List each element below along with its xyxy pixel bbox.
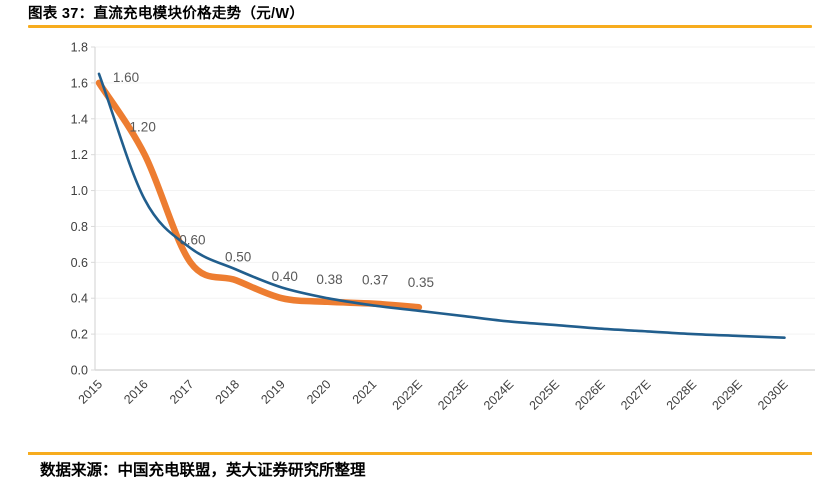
data-label: 0.50: [225, 249, 251, 264]
data-label: 0.38: [316, 272, 342, 287]
x-axis-labels: 2015 2016 2017 2018 2019 2020 2021 2022E 2023E 20…: [76, 377, 791, 412]
x-tick-label: 2028E: [664, 377, 699, 412]
blue-series-line: [97, 72, 786, 339]
x-tick-label: 2026E: [572, 377, 607, 412]
data-label: 1.20: [130, 120, 156, 135]
y-tick-label: 1.6: [71, 76, 88, 90]
y-tick-label: 1.2: [71, 148, 88, 162]
data-label: 0.35: [408, 275, 434, 290]
x-tick-label: 2030E: [755, 377, 790, 412]
x-tick-label: 2025E: [527, 377, 562, 412]
data-source-note: 数据来源：中国充电联盟，英大证券研究所整理: [40, 462, 366, 479]
gridlines: [95, 46, 815, 335]
figure-title: 图表 37：直流充电模块价格走势（元/W）: [28, 6, 305, 22]
x-tick-label: 2022E: [390, 377, 425, 412]
y-tick-label: 1.0: [71, 184, 88, 198]
data-label: 0.60: [179, 232, 205, 247]
y-tick-label: 1.4: [71, 112, 88, 126]
x-tick-label: 2020: [304, 377, 334, 407]
y-tick-label: 0.2: [71, 328, 88, 342]
x-tick-label: 2019: [258, 377, 288, 407]
x-tick-label: 2021: [350, 377, 380, 407]
x-tick-label: 2029E: [709, 377, 744, 412]
x-tick-label: 2027E: [618, 377, 653, 412]
x-tick-label: 2016: [121, 377, 151, 407]
title-accent-rule: [28, 25, 812, 28]
y-tick-label: 0.0: [71, 364, 88, 378]
footer-accent-rule: [28, 452, 812, 455]
y-tick-label: 0.4: [71, 292, 88, 306]
data-labels: 1.60 1.20 0.60 0.50 0.40 0.38 0.37 0.35: [113, 70, 434, 290]
x-tick-label: 2023E: [435, 377, 470, 412]
y-tick-label: 1.8: [71, 41, 88, 55]
data-label: 0.37: [362, 273, 388, 288]
axes: [91, 46, 815, 371]
y-axis-labels: 0.0 0.2 0.4 0.6 0.8 1.0 1.2 1.4 1.6 1.8: [71, 41, 88, 378]
x-tick-label: 2015: [76, 377, 106, 407]
data-label: 0.40: [272, 269, 298, 284]
data-label: 1.60: [113, 70, 139, 85]
y-tick-label: 0.8: [71, 220, 88, 234]
y-tick-label: 0.6: [71, 256, 88, 270]
x-tick-label: 2018: [213, 377, 243, 407]
x-tick-label: 2024E: [481, 377, 516, 412]
x-tick-label: 2017: [167, 377, 197, 407]
